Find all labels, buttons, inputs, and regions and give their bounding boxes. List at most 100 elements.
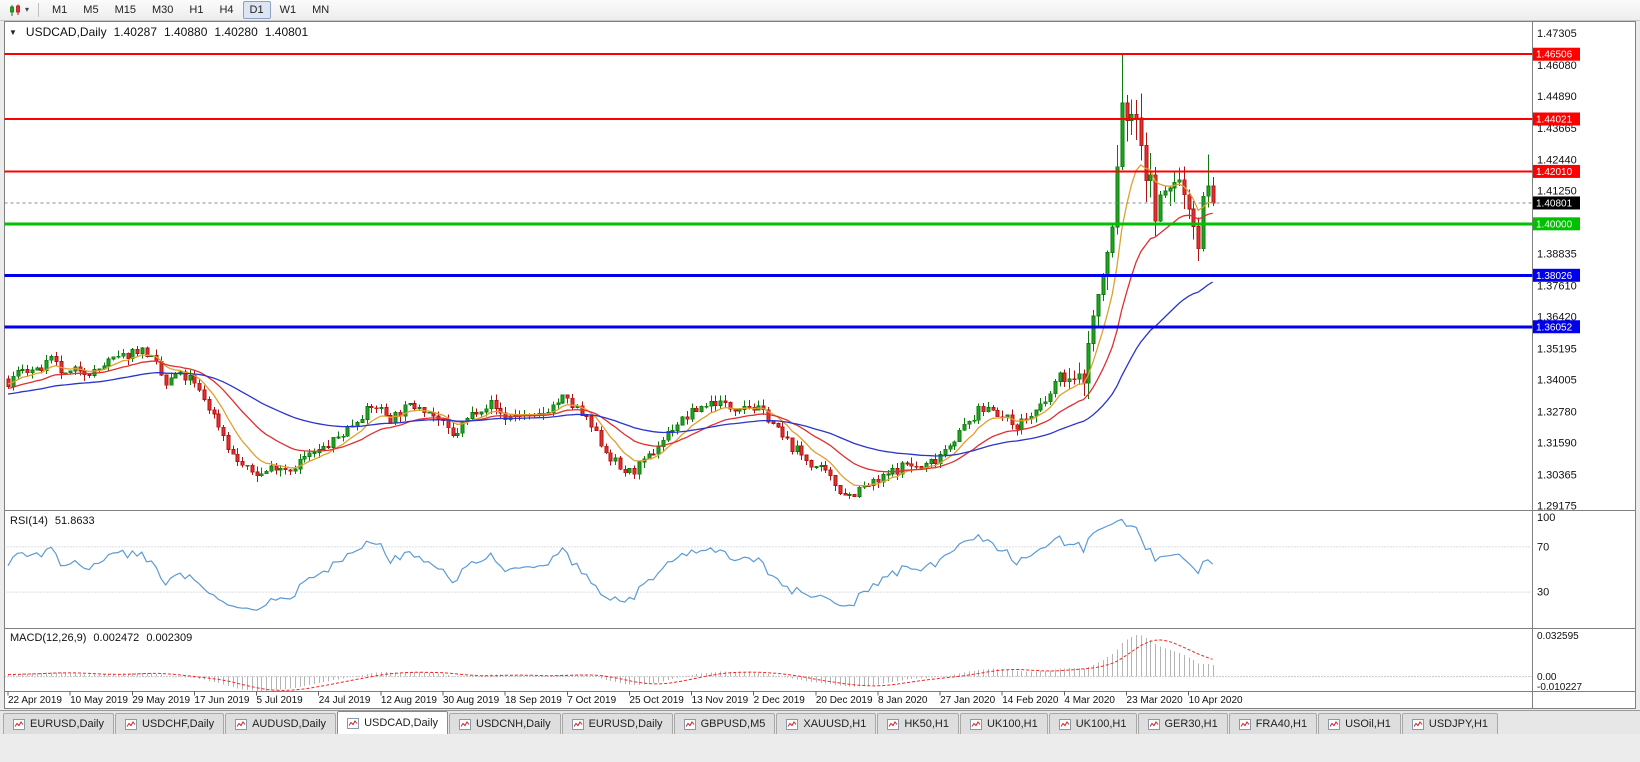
- candle-body: [116, 355, 121, 358]
- candle-body: [403, 404, 408, 417]
- candle-body: [871, 478, 876, 487]
- chart-tab[interactable]: HK50,H1: [877, 713, 959, 734]
- candle-body: [1187, 194, 1192, 210]
- x-axis-label: 4 Mar 2020: [1064, 695, 1115, 706]
- candle-body: [68, 370, 73, 374]
- tab-chart-icon: [1238, 718, 1251, 730]
- candle-body: [197, 382, 202, 391]
- x-axis-label: 24 Jul 2019: [319, 695, 371, 706]
- chart-tab[interactable]: GBPUSD,M5: [673, 713, 776, 734]
- timeframe-button-m5[interactable]: M5: [76, 1, 105, 19]
- horizontal-level-lines: [4, 53, 1533, 329]
- chart-tab[interactable]: FRA40,H1: [1228, 713, 1318, 734]
- tab-label: HK50,H1: [904, 718, 949, 730]
- y-axis-label: 1.29175: [1537, 501, 1577, 513]
- ohlc-low: 1.40280: [214, 25, 258, 39]
- chart-type-caret-icon: ▾: [25, 5, 30, 14]
- candle-body: [1072, 378, 1077, 381]
- candle-body: [1038, 403, 1043, 411]
- candle-body: [106, 358, 111, 367]
- candle-body: [819, 465, 824, 467]
- timeframe-button-m30[interactable]: M30: [145, 1, 180, 19]
- chart-window-frame: [4, 21, 1636, 709]
- timeframe-button-d1[interactable]: D1: [242, 1, 271, 19]
- macd-axis-label: 0.032595: [1537, 631, 1579, 642]
- symbol-dropdown-icon[interactable]: ▼: [9, 27, 17, 37]
- chart-tab[interactable]: UK100,H1: [959, 713, 1048, 734]
- candle-body: [1168, 187, 1173, 192]
- candle-body: [991, 407, 996, 411]
- candle-body: [1206, 185, 1211, 197]
- tab-chart-icon: [347, 717, 360, 729]
- chart-canvas[interactable]: 1.47305 1.46080 1.44890 1.43665 1.42440 1.412…: [0, 0, 1640, 710]
- candle-body: [298, 458, 303, 470]
- candle-body: [618, 457, 623, 470]
- chart-tab[interactable]: EURUSD,Daily: [3, 713, 114, 734]
- chart-tab[interactable]: EURUSD,Daily: [561, 713, 673, 734]
- macd-signal-value: 0.002309: [146, 632, 193, 644]
- tab-label: UK100,H1: [986, 718, 1038, 730]
- candle-body: [814, 466, 819, 468]
- candle-body: [1034, 409, 1039, 417]
- timeframe-button-h4[interactable]: H4: [212, 1, 240, 19]
- chart-tab[interactable]: UK100,H1: [1048, 713, 1137, 734]
- candle-body: [986, 407, 991, 413]
- candle-body: [54, 355, 59, 362]
- candle-body: [1129, 114, 1134, 121]
- chart-tab[interactable]: USOil,H1: [1318, 713, 1401, 734]
- chart-type-button[interactable]: ▾: [4, 4, 33, 17]
- timeframe-button-m15[interactable]: M15: [108, 1, 143, 19]
- chart-tab[interactable]: USDCNH,Daily: [449, 713, 561, 734]
- x-axis-label: 8 Jan 2020: [878, 695, 928, 706]
- timeframe-button-m1[interactable]: M1: [45, 1, 74, 19]
- chart-tab[interactable]: USDJPY,H1: [1401, 713, 1499, 734]
- candle-body: [632, 468, 637, 475]
- candle-body: [589, 415, 594, 428]
- candle-body: [121, 352, 126, 357]
- macd-axis-label: 0.00: [1537, 672, 1557, 683]
- chart-tab[interactable]: USDCHF,Daily: [114, 713, 225, 734]
- rsi-axis-label: 30: [1537, 587, 1549, 599]
- candle-body: [1211, 185, 1216, 204]
- price-badge: 1.40000: [1536, 219, 1573, 230]
- chart-tab[interactable]: USDCAD,Daily: [337, 711, 449, 734]
- timeframe-button-mn[interactable]: MN: [305, 1, 336, 19]
- candle-body: [733, 408, 738, 412]
- candle-body: [307, 452, 312, 457]
- candle-body: [498, 408, 503, 414]
- candle-body: [1144, 145, 1149, 182]
- chart-tab[interactable]: AUDUSD,Daily: [225, 713, 337, 734]
- chart-tab[interactable]: XAUUSD,H1: [776, 713, 877, 734]
- candle-body: [140, 347, 145, 354]
- macd-panel: 0.032595 0.00-0.010227: [4, 631, 1582, 693]
- candle-body: [355, 422, 360, 427]
- candle-body: [943, 448, 948, 455]
- candle-body: [474, 412, 479, 415]
- candle-body: [847, 494, 852, 496]
- y-axis-label: 1.43665: [1537, 123, 1577, 135]
- candle-body: [173, 373, 178, 379]
- candle-body: [623, 468, 628, 474]
- candle-body: [957, 429, 962, 443]
- x-axis-label: 10 Apr 2020: [1189, 695, 1243, 706]
- timeframe-toolbar: ▾ M1 M5 M15 M30 H1 H4 D1 W1 MN: [0, 0, 1640, 21]
- candle-body: [857, 486, 862, 497]
- candle-body: [1067, 378, 1072, 383]
- timeframe-button-w1[interactable]: W1: [273, 1, 304, 19]
- x-axis-label: 25 Oct 2019: [629, 695, 684, 706]
- candle-body: [675, 424, 680, 431]
- chart-tab[interactable]: GER30,H1: [1137, 713, 1228, 734]
- y-axis-label: 1.44890: [1537, 91, 1577, 103]
- tab-label: USOil,H1: [1345, 718, 1391, 730]
- moving-average-line-1: [7, 212, 1213, 473]
- moving-average-lines: [7, 164, 1213, 487]
- timeframe-button-h1[interactable]: H1: [182, 1, 210, 19]
- candle-body: [1134, 114, 1139, 119]
- candle-body: [1177, 179, 1182, 183]
- rsi-axis-label: 70: [1537, 541, 1549, 553]
- candle-body: [1153, 174, 1158, 222]
- x-axis-label: 14 Feb 2020: [1002, 695, 1059, 706]
- candle-body: [981, 405, 986, 413]
- candle-body: [613, 457, 618, 462]
- candle-body: [30, 369, 35, 374]
